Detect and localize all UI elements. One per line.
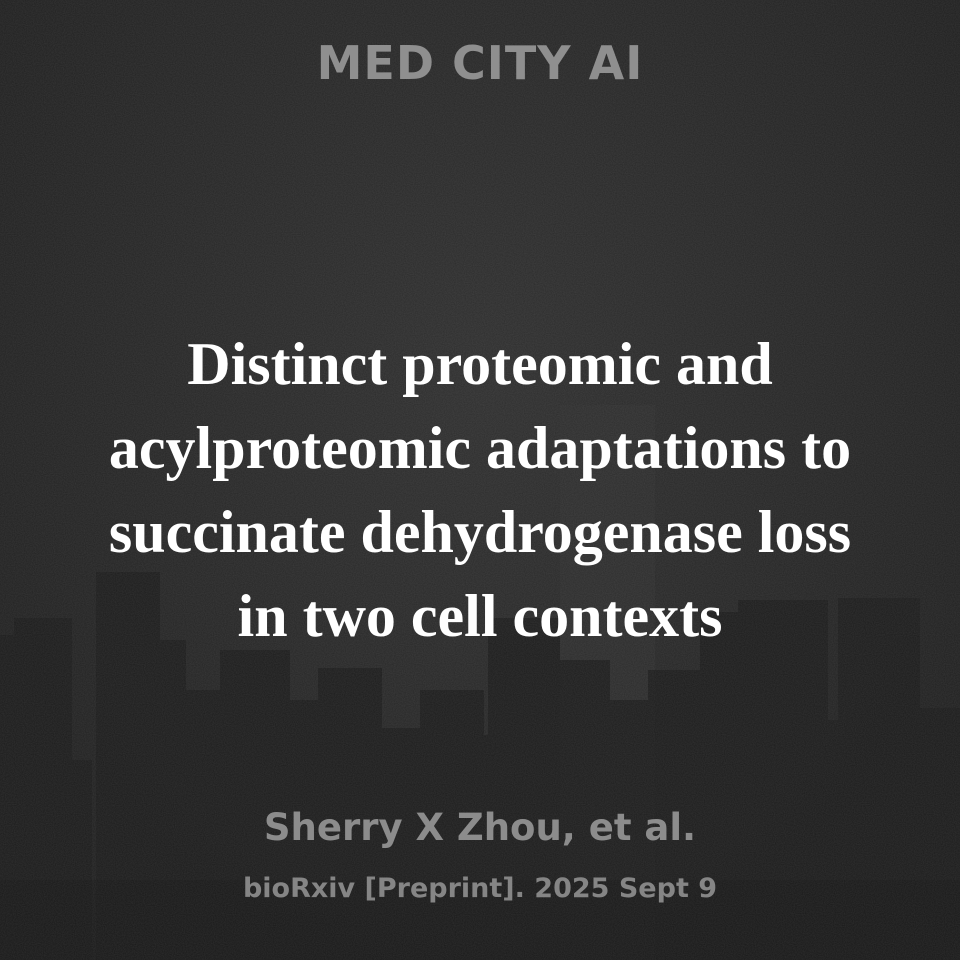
paper-title-line: succinate dehydrogenase loss <box>108 499 852 565</box>
brand-wordmark: MED CITY AI <box>316 36 644 90</box>
paper-title-line: in two cell contexts <box>237 583 723 649</box>
paper-authors: Sherry X Zhou, et al. <box>263 806 697 849</box>
paper-title-line: acylproteomic adaptations to <box>108 415 852 481</box>
paper-title-line: Distinct proteomic and <box>187 331 773 397</box>
paper-title: Distinct proteomic and acylproteomic ada… <box>40 322 920 658</box>
paper-citation: bioRxiv [Preprint]. 2025 Sept 9 <box>242 873 718 904</box>
